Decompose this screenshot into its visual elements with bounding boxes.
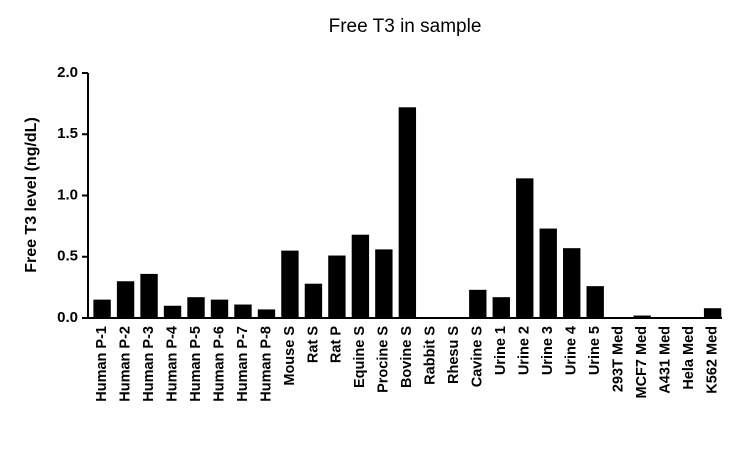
x-tick-label: Rhesu S	[446, 326, 462, 384]
bar	[492, 297, 510, 318]
x-tick-label: Urine 3	[540, 326, 556, 375]
bar	[210, 299, 229, 318]
bar	[539, 228, 557, 318]
bar	[398, 107, 417, 318]
bar	[304, 283, 323, 318]
y-tick-label: 0.0	[57, 309, 78, 326]
x-tick-label: Urine 4	[564, 326, 580, 375]
x-tick-label: Human P-8	[258, 326, 274, 402]
x-tick-label: Human P-4	[164, 326, 180, 402]
x-tick-label: Procine S	[376, 326, 392, 393]
bar	[140, 273, 158, 318]
x-tick-label: Cavine S	[470, 326, 486, 388]
x-tick-label: Human P-3	[141, 326, 157, 402]
x-tick-label: 293T Med	[611, 326, 627, 392]
x-tick-label: Rat S	[305, 326, 321, 363]
bar	[351, 234, 370, 318]
bar	[586, 286, 604, 318]
x-tick-label: Equine S	[352, 326, 368, 388]
bar	[469, 289, 487, 318]
x-tick-label: Urine 5	[587, 326, 603, 375]
bar	[516, 178, 534, 318]
bar	[633, 315, 651, 318]
x-tick-label: Bovine S	[399, 326, 415, 388]
x-tick-label: Human P-1	[94, 326, 110, 402]
x-tick-label: MCF7 Med	[634, 326, 650, 399]
x-tick-label: Rat P	[329, 326, 345, 363]
x-tick-label: Urine 2	[517, 326, 533, 375]
y-axis-label: Free T3 level (ng/dL)	[23, 117, 40, 273]
x-tick-label: Human P-7	[235, 326, 251, 402]
x-tick-label: K562 Med	[704, 326, 720, 394]
x-tick-label: Human P-5	[188, 326, 204, 402]
bar	[234, 304, 252, 318]
bar	[116, 281, 135, 318]
y-tick-label: 0.5	[57, 248, 78, 265]
y-tick-label: 1.0	[57, 186, 78, 203]
bar	[93, 299, 111, 318]
y-tick-label: 1.5	[57, 125, 78, 142]
x-tick-label: Hela Med	[681, 326, 697, 390]
bar	[163, 305, 182, 318]
bar	[281, 250, 299, 318]
bar	[375, 249, 393, 318]
x-tick-label: Urine 1	[493, 326, 509, 375]
x-tick-label: A431 Med	[657, 326, 673, 394]
x-tick-label: Rabbit S	[423, 326, 439, 385]
x-tick-label: Human P-6	[211, 326, 227, 402]
chart-title: Free T3 in sample	[329, 16, 482, 37]
bar	[703, 308, 722, 318]
bar	[187, 297, 205, 318]
y-tick-label: 2.0	[57, 64, 78, 81]
x-tick-label: Mouse S	[282, 326, 298, 386]
x-tick-label: Human P-2	[117, 326, 133, 402]
bar	[257, 309, 276, 318]
bar	[563, 248, 581, 318]
bar	[328, 255, 346, 318]
